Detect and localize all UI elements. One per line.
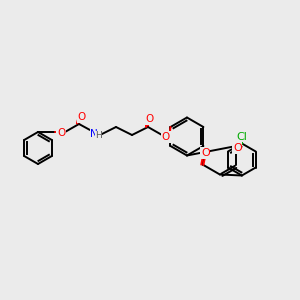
Text: O: O xyxy=(162,132,170,142)
Text: N: N xyxy=(90,129,98,139)
Text: Cl: Cl xyxy=(236,131,247,142)
Text: O: O xyxy=(78,112,86,122)
Text: O: O xyxy=(201,148,210,158)
Text: O: O xyxy=(57,128,65,138)
Text: H: H xyxy=(95,131,102,140)
Text: O: O xyxy=(145,114,153,124)
Text: O: O xyxy=(233,143,242,153)
